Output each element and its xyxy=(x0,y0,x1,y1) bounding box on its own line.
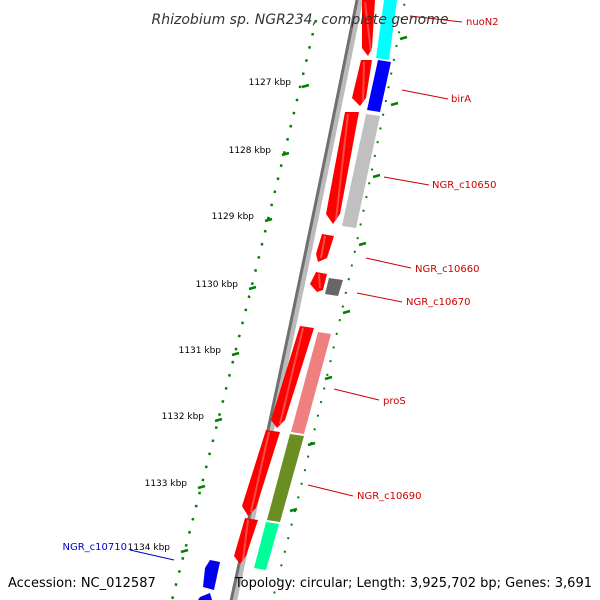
forward-gene-6[interactable] xyxy=(271,326,314,428)
scale-tick-label: 1133 kbp xyxy=(145,479,188,489)
forward-gene-2[interactable] xyxy=(352,60,372,106)
gene-highlight xyxy=(320,235,326,259)
leader-line xyxy=(333,388,380,401)
scale-tick xyxy=(197,484,206,490)
leader-lines xyxy=(129,15,463,561)
gene-labels: nuoN2 birA NGR_c10650 NGR_c10660 NGR_c10670p… xyxy=(63,17,499,553)
reverse-gene-ngr-c10710[interactable] xyxy=(203,560,220,590)
map-title: Rhizobium sp. NGR234, complete genome xyxy=(152,12,449,28)
cog-tick xyxy=(289,507,298,513)
gene-label[interactable]: proS xyxy=(383,396,406,407)
leader-line xyxy=(409,15,463,23)
scale-tick-label: 1130 kbp xyxy=(196,280,239,290)
scale-tick-label: 1134 kbp xyxy=(128,543,171,553)
gene-label[interactable]: NGR_c10660 xyxy=(415,264,480,275)
scale-dotted-track xyxy=(170,19,318,600)
forward-gene-5[interactable] xyxy=(310,272,327,292)
cog-track-ticks xyxy=(289,35,408,513)
scale-tick-label: 1127 kbp xyxy=(249,78,292,88)
cog-block-4[interactable] xyxy=(325,278,343,296)
leader-line xyxy=(129,549,175,561)
scale-tick-labels: 1127 kbp 1128 kbp 1129 kbp 1130 kbp 1131 kbp… xyxy=(128,78,292,553)
cog-tick xyxy=(307,441,316,447)
cog-blocks xyxy=(254,0,397,570)
cog-block-3[interactable] xyxy=(342,114,380,228)
scale-tick-label: 1128 kbp xyxy=(229,146,272,156)
leader-line xyxy=(383,176,430,186)
cog-tick xyxy=(358,241,367,247)
gene-label[interactable]: NGR_c10650 xyxy=(432,180,497,191)
gene-label[interactable]: birA xyxy=(451,94,471,105)
gene-highlight xyxy=(242,519,249,561)
cog-block-2[interactable] xyxy=(367,60,391,112)
cog-tick xyxy=(399,35,408,41)
scale-tick xyxy=(264,217,273,223)
forward-strand-genes xyxy=(234,0,375,564)
gene-highlight xyxy=(279,327,304,425)
accession-text: Accession: NC_012587 xyxy=(8,576,156,591)
scale-tick xyxy=(248,285,257,291)
cog-tick xyxy=(372,173,381,179)
cog-block-6[interactable] xyxy=(267,434,304,522)
cog-tick xyxy=(342,309,351,315)
gene-label[interactable]: NGR_c10690 xyxy=(357,491,422,502)
leader-line xyxy=(401,89,449,100)
leader-line xyxy=(356,292,403,303)
gene-label[interactable]: NGR_c10670 xyxy=(406,297,471,308)
cog-tick xyxy=(390,101,399,107)
reverse-gene-partial[interactable] xyxy=(198,593,212,600)
scale-tick xyxy=(214,417,223,423)
gene-label[interactable]: NGR_c10710 xyxy=(63,542,128,553)
gene-highlight xyxy=(318,273,321,289)
forward-gene-4[interactable] xyxy=(316,234,334,262)
gene-label[interactable]: nuoN2 xyxy=(466,17,499,28)
leader-line xyxy=(365,257,412,269)
scale-tick xyxy=(180,548,189,554)
cog-block-5[interactable] xyxy=(291,332,331,434)
scale-tick-label: 1131 kbp xyxy=(179,346,222,356)
gene-highlight xyxy=(362,61,365,103)
gene-highlight xyxy=(250,431,270,513)
scale-tick-label: 1129 kbp xyxy=(212,212,255,222)
gene-highlight xyxy=(364,1,372,53)
cog-tick xyxy=(324,375,333,381)
scale-tick xyxy=(231,351,240,357)
topology-text: Topology: circular; Length: 3,925,702 bp… xyxy=(234,576,592,591)
scale-tick xyxy=(281,151,290,157)
gene-highlight xyxy=(335,113,349,221)
scale-tick xyxy=(301,83,310,89)
scale-ticks xyxy=(180,83,310,554)
leader-line xyxy=(307,484,354,497)
cog-block-1[interactable] xyxy=(376,0,397,60)
cog-block-7[interactable] xyxy=(254,522,279,570)
forward-gene-7[interactable] xyxy=(242,430,280,516)
scale-tick-label: 1132 kbp xyxy=(162,412,205,422)
